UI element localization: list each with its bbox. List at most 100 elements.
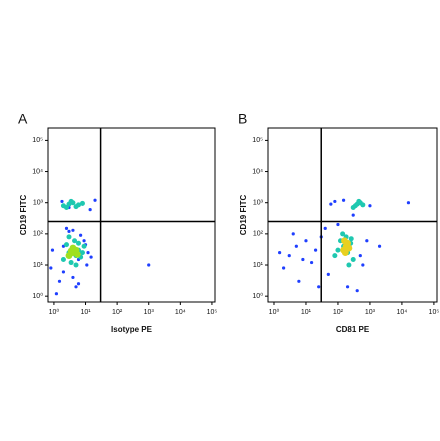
- cell-dot: [57, 279, 62, 283]
- x-tick-label: 10¹: [301, 309, 312, 316]
- cell-dot: [355, 289, 359, 293]
- cell-dot: [341, 198, 346, 202]
- cell-dot: [282, 266, 286, 270]
- y-axis-label: CD19 FITC: [239, 195, 248, 236]
- x-tick-label: 10³: [144, 309, 155, 316]
- x-tick-label: 10¹: [80, 309, 91, 316]
- cell-dot: [346, 262, 352, 268]
- cell-dot: [341, 249, 349, 257]
- cell-dot: [304, 239, 308, 243]
- cell-dot: [68, 260, 74, 266]
- x-axis-label: Isotype PE: [111, 325, 153, 334]
- cell-dot: [82, 239, 86, 243]
- cell-dot: [340, 231, 346, 237]
- x-tick-label: 10⁰: [49, 308, 60, 316]
- cell-dot: [313, 248, 318, 252]
- cell-dot: [64, 226, 69, 230]
- cell-dot: [88, 208, 92, 212]
- cell-dot: [301, 257, 305, 262]
- cell-dot: [336, 222, 340, 227]
- cell-dot: [76, 240, 82, 246]
- x-axis-label: CD81 PE: [336, 325, 370, 334]
- cell-dot: [85, 263, 89, 267]
- cell-dot: [73, 250, 81, 258]
- x-tick-label: 10⁵: [429, 309, 440, 316]
- cell-dot: [67, 247, 75, 255]
- y-axis-label: CD19 FITC: [19, 195, 28, 236]
- cell-dot: [50, 248, 55, 252]
- y-tick-label: 10¹: [33, 262, 44, 269]
- cell-dot: [361, 263, 365, 267]
- cell-dot: [63, 205, 69, 211]
- cell-dot: [406, 201, 411, 205]
- panel-label: A: [18, 111, 28, 127]
- cell-dot: [335, 247, 341, 253]
- y-tick-label: 10³: [33, 200, 44, 207]
- cell-dot: [326, 272, 330, 276]
- cell-dot: [329, 202, 333, 206]
- cell-dot: [63, 242, 69, 248]
- plot-frame: [47, 127, 216, 303]
- cell-dot: [365, 239, 369, 243]
- cell-dot: [79, 233, 83, 237]
- cell-dot: [73, 204, 79, 210]
- cell-dot: [358, 254, 362, 258]
- cell-dot: [350, 257, 356, 263]
- y-tick-label: 10⁴: [252, 168, 263, 175]
- cell-dot: [332, 253, 338, 259]
- cell-dot: [297, 279, 301, 283]
- cell-dot: [317, 285, 321, 289]
- cell-dot: [294, 244, 298, 248]
- cell-dot: [60, 257, 66, 263]
- cell-dot: [356, 198, 362, 204]
- x-tick-label: 10⁵: [207, 309, 218, 316]
- cell-dot: [60, 199, 64, 204]
- cell-dot: [61, 270, 66, 274]
- x-tick-label: 10²: [112, 309, 123, 316]
- cell-dot: [66, 234, 72, 240]
- x-tick-label: 10³: [365, 309, 376, 316]
- y-tick-label: 10⁰: [32, 292, 43, 300]
- cell-dot: [68, 198, 74, 204]
- cell-dot: [79, 200, 85, 206]
- x-tick-label: 10²: [333, 309, 344, 316]
- y-tick-label: 10³: [253, 200, 264, 207]
- cell-dot: [74, 285, 78, 289]
- y-tick-label: 10⁵: [32, 137, 43, 144]
- cell-dot: [360, 202, 366, 208]
- x-tick-label: 10⁴: [175, 309, 186, 316]
- cell-dot: [377, 244, 382, 248]
- x-tick-label: 10⁰: [269, 308, 280, 316]
- cell-dot: [350, 205, 356, 211]
- y-tick-label: 10²: [253, 231, 264, 238]
- cell-dot: [86, 251, 90, 255]
- cell-dot: [287, 254, 291, 258]
- cell-dot: [54, 292, 59, 296]
- cell-dot: [73, 262, 79, 268]
- y-tick-label: 10⁰: [252, 292, 263, 300]
- y-tick-label: 10⁵: [252, 137, 263, 144]
- cell-dot: [291, 232, 295, 236]
- cell-dot: [81, 243, 87, 249]
- x-tick-label: 10⁴: [397, 309, 408, 316]
- cell-dot: [368, 204, 372, 208]
- y-tick-label: 10⁴: [32, 168, 43, 175]
- cell-dot: [341, 237, 348, 245]
- cell-dot: [93, 198, 97, 202]
- cell-dot: [71, 275, 75, 280]
- cell-dot: [67, 229, 71, 233]
- cell-dot: [323, 226, 327, 230]
- cell-dot: [278, 251, 282, 255]
- plot-frame: [267, 127, 438, 303]
- cell-dot: [71, 228, 75, 232]
- cell-dot: [76, 282, 81, 286]
- cell-dot: [309, 260, 314, 265]
- cell-dot: [79, 250, 85, 256]
- panel-label: B: [238, 111, 247, 127]
- cell-dot: [348, 236, 354, 242]
- cell-dot: [345, 285, 350, 289]
- cell-dot: [72, 238, 78, 244]
- cell-dot: [351, 213, 355, 217]
- cell-dot: [147, 263, 151, 267]
